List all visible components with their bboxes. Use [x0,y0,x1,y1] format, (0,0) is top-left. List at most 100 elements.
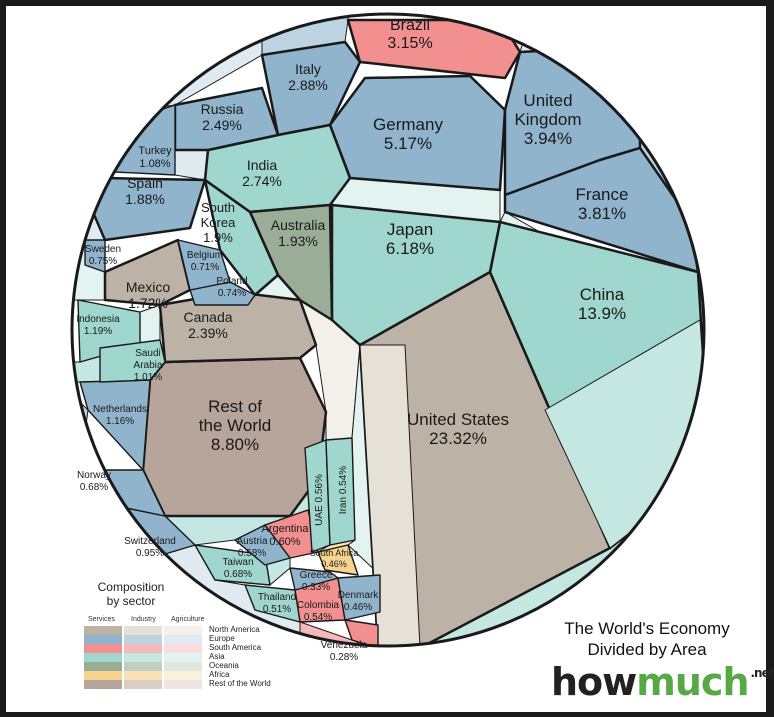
legend-swatch [164,662,202,671]
label-poland-pct: 0.74% [218,288,246,299]
legend-region-label: North America [209,625,260,634]
cell-italy[interactable] [260,40,362,137]
label-brazil-name-1: Brazil [390,17,430,34]
cell-austria[interactable] [234,524,291,566]
cell-taiwan[interactable] [194,544,271,586]
legend-swatch [124,662,162,671]
legend-swatch [84,680,122,689]
label-switzerland-name-1: Switzerland [124,536,176,547]
legend-swatch [84,653,122,662]
label-belgium-name-1: Belgium [187,250,223,261]
legend-col-industry: Industry [131,616,156,623]
label-india-name-1: India [247,157,278,173]
legend-region-label: Rest of the World [209,679,271,688]
legend-swatch [164,653,202,662]
legend-swatch [164,671,202,680]
cell-iran[interactable] [325,437,356,546]
label-indonesia-pct: 1.19% [84,326,112,337]
legend-col-agriculture: Agriculture [171,616,205,623]
legend-region-label: Africa [209,670,230,679]
cell-greece[interactable] [289,567,339,591]
label-australia-name-1: Australia [271,217,326,233]
label-indonesia-name-1: Indonesia [76,314,120,325]
label-denmark-name-1: Denmark [338,590,380,601]
label-rest-of-the-world-name-2: the World [199,416,271,435]
legend-swatch [164,644,202,653]
legend-swatch [164,680,202,689]
legend-title-line-1: Composition [97,580,165,594]
howmuch-logo: howmuch .net [551,660,774,704]
sector-subcell [261,14,349,56]
legend-col-services: Services [88,616,115,623]
legend-swatch [124,653,162,662]
label-argentina-pct: 0.60% [269,536,300,548]
label-netherlands-name-1: Netherlands [93,404,147,415]
legend-swatch [124,635,162,644]
legend-region-label: Europe [209,634,235,643]
legend-swatch [124,644,162,653]
label-brazil-pct: 3.15% [387,35,432,52]
legend-swatch [124,680,162,689]
label-poland-name-1: Poland [216,276,247,287]
label-rest-of-the-world-name-1: Rest of [208,397,262,416]
cell-mexico[interactable] [103,238,192,307]
label-canada-pct: 2.39% [188,325,228,341]
label-saudi-arabia-name-1: Saudi [135,348,161,359]
cell-saudi-arabia[interactable] [99,339,166,383]
label-canada-name-1: Canada [183,309,232,325]
label-belgium-pct: 0.71% [191,262,219,273]
legend-title: Composition by sector [76,580,186,608]
cell-sweden[interactable] [84,239,106,273]
label-norway-name-1: Norway [77,470,111,481]
label-uae-text: UAE 0.56% [314,474,325,526]
legend-swatch [84,671,122,680]
label-spain-pct: 1.88% [125,191,165,207]
legend-swatch [124,626,162,635]
label-japan-pct: 6.18% [386,239,434,258]
sector-subcell [378,648,420,700]
label-taiwan-name-1: Taiwan [222,557,253,568]
legend-swatch [164,635,202,644]
label-russia-pct: 2.49% [202,117,242,133]
label-united-states-pct: 23.32% [429,429,487,448]
cell-denmark[interactable] [337,574,381,621]
cell-south-africa[interactable] [317,544,359,576]
label-china-name-1: China [580,285,625,304]
legend-swatch [84,644,122,653]
label-taiwan-pct: 0.68% [224,569,252,580]
cell-venezuela[interactable] [344,619,379,648]
label-austria-name-1: Austria [236,536,268,547]
label-united-kingdom-name-1: United [523,91,572,110]
cell-thailand[interactable] [244,584,301,623]
label-austria-pct: 0.58% [238,548,266,559]
cell-south-korea[interactable] [203,178,280,297]
sector-subcell [139,304,161,346]
cell-brazil[interactable] [346,18,522,80]
label-australia-pct: 1.93% [278,233,318,249]
sector-legend: Composition by sector Services Industry … [76,580,306,689]
label-turkey-name-1: Turkey [138,145,172,157]
label-south-africa-name-1: South Africa [310,548,359,558]
label-united-states-name-1: United States [407,410,509,429]
label-india-pct: 2.74% [242,173,282,189]
label-italy-name-1: Italy [295,61,321,77]
title-line-2: Divided by Area [587,640,707,659]
label-thailand-name-1: Thailand [258,592,296,603]
label-greece-pct: 0.33% [302,582,330,593]
cell-united-states-industry [359,344,421,646]
label-germany-pct: 5.17% [384,134,432,153]
cell-belgium[interactable] [177,239,231,291]
